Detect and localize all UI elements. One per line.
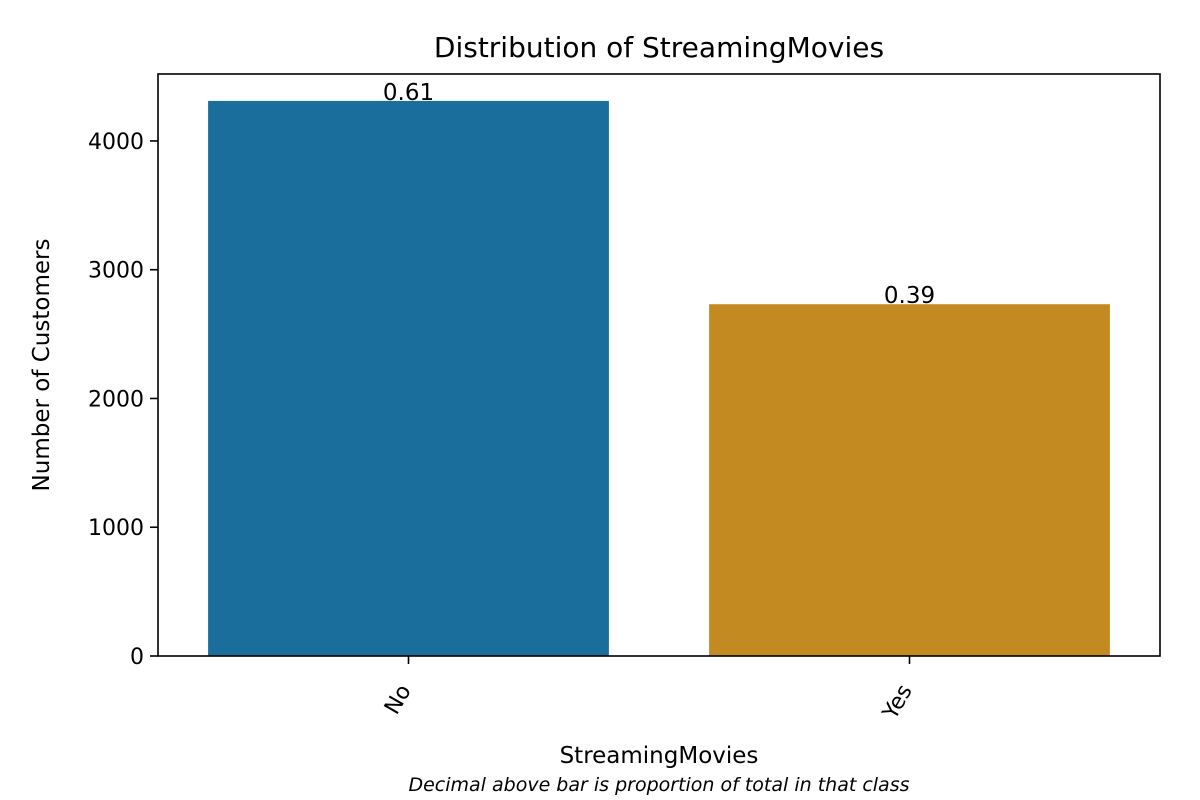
- bars-group: [208, 100, 1110, 656]
- bar-yes: [709, 304, 1110, 656]
- plot-frame: [157, 73, 1161, 657]
- bar-no: [208, 100, 609, 656]
- data-labels-group: 0.61 0.39: [383, 80, 935, 309]
- bar-value-label-yes: 0.39: [884, 283, 935, 309]
- chart-footnote: Decimal above bar is proportion of total…: [408, 774, 909, 796]
- y-tick-label: 1000: [88, 516, 144, 541]
- y-tick-label: 4000: [88, 130, 144, 155]
- y-tick-label: 3000: [88, 259, 144, 284]
- y-axis-label: Number of Customers: [29, 239, 55, 492]
- chart-title: Distribution of StreamingMovies: [434, 31, 884, 64]
- y-tick-label: 2000: [88, 387, 144, 412]
- bar-value-label-no: 0.61: [383, 80, 434, 106]
- y-axis-ticks: 0 1000 2000 3000 4000: [88, 130, 158, 670]
- x-axis-label: StreamingMovies: [560, 743, 759, 769]
- y-tick-label: 0: [130, 645, 144, 670]
